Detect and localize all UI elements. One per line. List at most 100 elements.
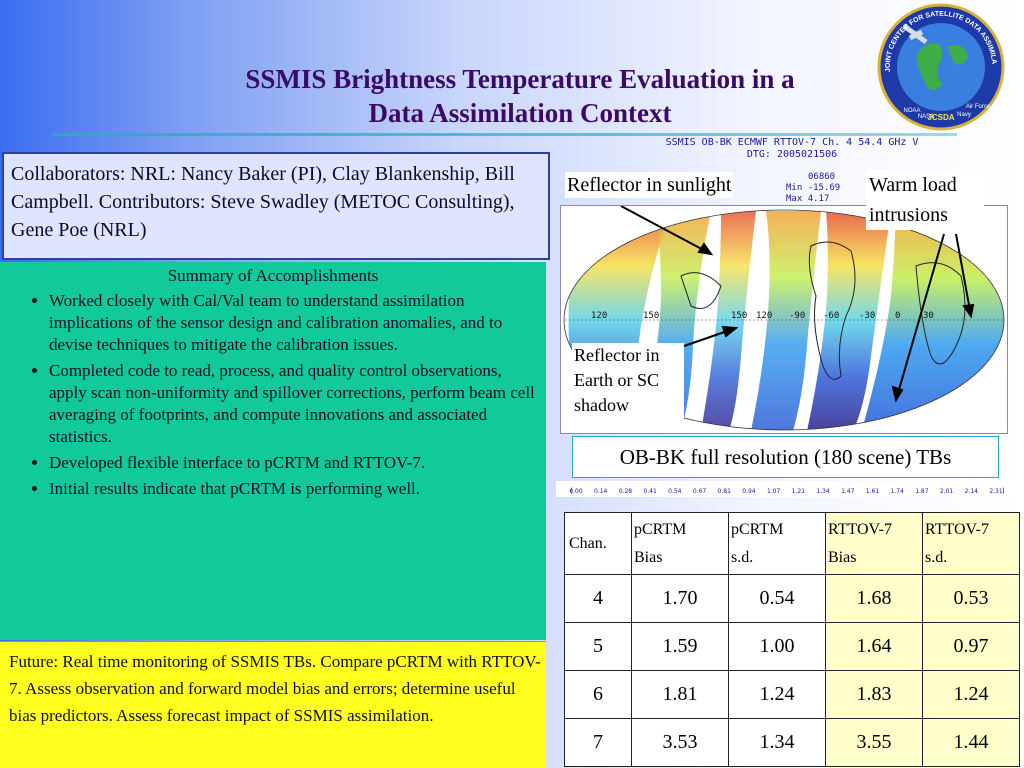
- map-stats: 06860 Min -15.69 Max 4.17: [786, 172, 840, 205]
- arrow-warm-load-2: [955, 233, 972, 317]
- arrow-warm-load-1-head: [891, 385, 904, 403]
- colorbar-tick-label: 0.81: [718, 488, 732, 495]
- cell-pcrtm-sd: 1.00: [728, 622, 826, 671]
- map-caption: OB-BK full resolution (180 scene) TBs: [572, 436, 999, 478]
- cell-rttov-bias: 1.68: [825, 574, 923, 623]
- bias-table: Chan. pCRTM Bias pCRTM s.d. RTTOV-7 Bias RT…: [564, 512, 1020, 767]
- jcsda-logo: JOINT CENTER FOR SATELLITE DATA ASSIMILA…: [876, 2, 1005, 131]
- summary-panel: Summary of Accomplishments Worked closel…: [0, 262, 546, 640]
- header-pcrtm-sd: pCRTM s.d.: [728, 512, 826, 575]
- map-title: SSMIS OB-BK ECMWF RTTOV-7 Ch. 4 54.4 GHz…: [632, 137, 952, 161]
- cell-pcrtm-bias: 1.59: [631, 622, 729, 671]
- slide-title-line2: Data Assimilation Context: [368, 98, 672, 128]
- colorbar-tick-label: 0.14: [594, 488, 608, 495]
- table-row: 5 1.59 1.00 1.64 0.97: [564, 622, 1020, 671]
- map-min-value: -15.69: [807, 183, 841, 193]
- cell-rttov-bias: 3.55: [825, 718, 923, 767]
- logo-nasa-label: NASA: [918, 114, 934, 120]
- annotation-reflector-sunlight: Reflector in sunlight: [565, 172, 734, 198]
- slide-title-line1: SSMIS Brightness Temperature Evaluation …: [245, 64, 795, 94]
- cell-chan: 6: [564, 670, 632, 719]
- logo-noaa-label: NOAA: [903, 108, 920, 114]
- arrow-shadow-head: [721, 325, 739, 338]
- map-count: 06860: [808, 172, 836, 182]
- colorbar-tick-label: 1.21: [792, 488, 806, 495]
- map-lon-label: 150: [643, 311, 659, 321]
- colorbar-tick-label: 0.94: [742, 488, 756, 495]
- cell-rttov-sd: 1.44: [922, 718, 1020, 767]
- colorbar-close-paren: ): [1002, 487, 1005, 495]
- logo-navy-label: Navy: [957, 112, 971, 118]
- colorbar-tick-label: 1.61: [866, 488, 880, 495]
- colorbar-tick-label: 2.01: [940, 488, 954, 495]
- colorbar-tick-label: 1.87: [915, 488, 929, 495]
- cell-rttov-sd: 0.97: [922, 622, 1020, 671]
- map-max-value: 4.17: [807, 194, 830, 204]
- arrow-sunlight: [620, 206, 712, 255]
- table-row: 7 3.53 1.34 3.55 1.44: [564, 718, 1020, 767]
- cell-rttov-bias: 1.64: [825, 622, 923, 671]
- map-min-label: Min: [786, 183, 803, 193]
- colorbar-tick-label: 0.67: [693, 488, 707, 495]
- arrow-sunlight-head: [697, 242, 714, 256]
- colorbar-scale: (0.00 0.14 0.28 0.41 0.54 0.67 0.81 0.94 1.07 1.2…: [569, 487, 1005, 495]
- cell-pcrtm-sd: 0.54: [728, 574, 826, 623]
- cell-pcrtm-sd: 1.34: [728, 718, 826, 767]
- map-lon-label: 0: [895, 311, 900, 321]
- summary-item: Worked closely with Cal/Val team to unde…: [49, 290, 536, 356]
- colorbar-tick-label: 2.31: [989, 488, 1003, 495]
- colorbar-open-paren: (: [570, 487, 573, 495]
- title-divider: [52, 133, 957, 136]
- map-title-line1: SSMIS OB-BK ECMWF RTTOV-7 Ch. 4 54.4 GHz…: [665, 137, 919, 148]
- collaborators-box: Collaborators: NRL: Nancy Baker (PI), Cl…: [2, 152, 550, 260]
- annotation-warm-load: Warm load intrusions: [866, 170, 984, 230]
- map-lon-label: -90: [789, 311, 805, 321]
- summary-item: Completed code to read, process, and qua…: [49, 360, 536, 448]
- map-title-line2: DTG: 2005021506: [746, 149, 838, 160]
- cell-rttov-sd: 0.53: [922, 574, 1020, 623]
- header-rttov-bias: RTTOV-7 Bias: [825, 512, 923, 575]
- arrow-warm-load-1: [895, 233, 945, 401]
- cell-pcrtm-bias: 3.53: [631, 718, 729, 767]
- summary-list: Worked closely with Cal/Val team to unde…: [0, 290, 546, 500]
- cell-pcrtm-sd: 1.24: [728, 670, 826, 719]
- cell-pcrtm-bias: 1.81: [631, 670, 729, 719]
- map-lon-label: 30: [923, 311, 934, 321]
- map-lon-label: -60: [823, 311, 839, 321]
- map-lon-label: 120: [756, 311, 772, 321]
- header-rttov-sd: RTTOV-7 s.d.: [922, 512, 1020, 575]
- map-lon-label: 120: [591, 311, 607, 321]
- colorbar-tick-label: 0.00: [569, 488, 583, 495]
- arrow-warm-load-2-head: [962, 303, 975, 319]
- colorbar-tick-label: 1.34: [816, 488, 830, 495]
- summary-item: Developed flexible interface to pCRTM an…: [49, 452, 536, 474]
- colorbar-tick-label: 1.74: [890, 488, 904, 495]
- colorbar-tick-label: 2.14: [965, 488, 979, 495]
- map-lon-label: 150: [731, 311, 747, 321]
- summary-heading: Summary of Accomplishments: [167, 266, 379, 285]
- logo-airforce-label: Air Force: [966, 104, 991, 110]
- colorbar-tick-label: 1.07: [767, 488, 781, 495]
- colorbar-tick-label: 1.47: [841, 488, 855, 495]
- table-header-row: Chan. pCRTM Bias pCRTM s.d. RTTOV-7 Bias RT…: [564, 512, 1020, 575]
- cell-rttov-sd: 1.24: [922, 670, 1020, 719]
- cell-rttov-bias: 1.83: [825, 670, 923, 719]
- future-work-box: Future: Real time monitoring of SSMIS TB…: [0, 641, 546, 768]
- cell-pcrtm-bias: 1.70: [631, 574, 729, 623]
- summary-item: Initial results indicate that pCRTM is p…: [49, 478, 536, 500]
- header-pcrtm-bias: pCRTM Bias: [631, 512, 729, 575]
- slide-title: SSMIS Brightness Temperature Evaluation …: [80, 62, 960, 130]
- cell-chan: 7: [564, 718, 632, 767]
- cell-chan: 4: [564, 574, 632, 623]
- colorbar-tick-label: 0.54: [668, 488, 682, 495]
- table-row: 4 1.70 0.54 1.68 0.53: [564, 574, 1020, 623]
- cell-chan: 5: [564, 622, 632, 671]
- map-lon-label: -30: [859, 311, 875, 321]
- colorbar-tick-label: 0.41: [643, 488, 657, 495]
- colorbar-tick-label: 0.28: [619, 488, 633, 495]
- logo-center-label: JCSDA: [927, 113, 954, 122]
- table-row: 6 1.81 1.24 1.83 1.24: [564, 670, 1020, 719]
- header-chan: Chan.: [564, 512, 632, 575]
- colorbar: (0.00 0.14 0.28 0.41 0.54 0.67 0.81 0.94 1.07 1.2…: [556, 481, 1016, 497]
- map-max-label: Max: [786, 194, 803, 204]
